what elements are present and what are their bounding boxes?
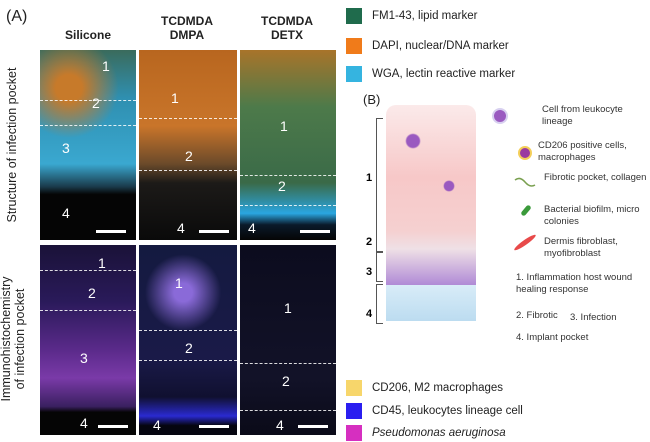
zone-label: 4 xyxy=(62,205,70,221)
fibroblast-icon xyxy=(512,232,538,253)
legend-cd206: CD206, M2 macrophages xyxy=(346,380,503,396)
bacteria-icon xyxy=(520,204,532,217)
column-header-silicone: Silicone xyxy=(64,28,111,42)
item-label: Bacterial biofilm, micro colonies xyxy=(544,204,640,227)
zone-label: 1 xyxy=(175,275,183,291)
row-label-structure: Structure of infection pocket xyxy=(5,67,19,223)
zone-label: 2 xyxy=(92,95,100,111)
legend-label: FM1-43, lipid marker xyxy=(372,10,478,22)
legend-label: DAPI, nuclear/DNA marker xyxy=(372,40,509,52)
zone-bracket xyxy=(376,118,383,252)
column-header-detx: TCDMDA DETX xyxy=(261,14,313,42)
legend-fm143: FM1-43, lipid marker xyxy=(346,8,477,24)
zone-label: 3 xyxy=(80,350,88,366)
tissue-schematic xyxy=(386,105,476,285)
zone-label: 1 xyxy=(98,255,106,271)
legend-label: CD45, leukocytes lineage cell xyxy=(372,405,523,417)
item-label: Fibrotic pocket, collagen xyxy=(544,172,647,183)
macrophage-icon xyxy=(518,146,532,160)
leukocyte-cell-icon xyxy=(492,108,508,124)
item-label: CD206 positive cells, macrophages xyxy=(538,140,627,163)
micrograph-detx-structure: 1 2 4 xyxy=(240,50,336,240)
zone-description: 1. Inflammation host wound healing respo… xyxy=(516,272,633,295)
color-swatch xyxy=(346,403,362,419)
zone-label: 2 xyxy=(185,148,193,164)
zone-bracket xyxy=(376,284,383,324)
color-swatch xyxy=(346,380,362,396)
scale-bar xyxy=(298,425,328,428)
micrograph-silicone-ihc: 1 2 3 4 xyxy=(40,245,136,435)
zone-label: 4 xyxy=(248,220,256,236)
legend-pseudomonas: Pseudomonas aeruginosa xyxy=(346,425,506,441)
row-label-ihc: Immunohistochemistry of infection pocket xyxy=(0,276,27,402)
zone-label: 2 xyxy=(278,178,286,194)
zone-label: 4 xyxy=(177,220,185,236)
color-swatch xyxy=(346,38,362,54)
scale-bar xyxy=(300,230,330,233)
zone-bracket xyxy=(376,252,383,282)
zone-description: 2. Fibrotic xyxy=(516,310,558,321)
scale-bar xyxy=(98,425,128,428)
zone-label: 1 xyxy=(171,90,179,106)
micrograph-dmpa-structure: 1 2 4 xyxy=(139,50,237,240)
scale-bar xyxy=(96,230,126,233)
implant-pocket-schematic xyxy=(386,285,476,321)
legend-label: CD206, M2 macrophages xyxy=(372,382,504,394)
zone-description: 4. Implant pocket xyxy=(516,332,589,343)
zone-label: 4 xyxy=(276,417,284,433)
micrograph-dmpa-ihc: 1 2 4 xyxy=(139,245,237,435)
zone-label: 1 xyxy=(280,118,288,134)
zone-number: 2 xyxy=(366,236,373,248)
legend-dapi: DAPI, nuclear/DNA marker xyxy=(346,38,509,54)
zone-label: 1 xyxy=(284,300,292,316)
zone-number: 4 xyxy=(366,308,373,320)
legend-wga: WGA, lectin reactive marker xyxy=(346,66,515,82)
collagen-fiber-icon xyxy=(514,177,536,187)
zone-label: 2 xyxy=(88,285,96,301)
micrograph-silicone-structure: 1 2 3 4 xyxy=(40,50,136,240)
zone-label: 4 xyxy=(80,415,88,431)
legend-cd45: CD45, leukocytes lineage cell xyxy=(346,403,523,419)
column-header-dmpa: TCDMDA DMPA xyxy=(161,14,213,42)
item-label: Dermis fibroblast, myofibroblast xyxy=(544,236,618,259)
zone-label: 4 xyxy=(153,417,161,433)
panel-b-label: (B) xyxy=(363,92,381,107)
micrograph-detx-ihc: 1 2 4 xyxy=(240,245,336,435)
color-swatch xyxy=(346,66,362,82)
zone-label: 2 xyxy=(185,340,193,356)
zone-number: 3 xyxy=(366,266,373,278)
legend-label: Pseudomonas aeruginosa xyxy=(372,427,506,439)
color-swatch xyxy=(346,8,362,24)
panel-a-label: (A) xyxy=(6,8,28,25)
zone-label: 2 xyxy=(282,373,290,389)
scale-bar xyxy=(199,425,229,428)
scale-bar xyxy=(199,230,229,233)
zone-label: 3 xyxy=(62,140,70,156)
legend-label: WGA, lectin reactive marker xyxy=(372,68,516,80)
zone-number: 1 xyxy=(366,172,373,184)
zone-description: 3. Infection xyxy=(570,312,617,323)
item-label: Cell from leukocyte lineage xyxy=(542,104,623,127)
zone-label: 1 xyxy=(102,58,110,74)
color-swatch xyxy=(346,425,362,441)
